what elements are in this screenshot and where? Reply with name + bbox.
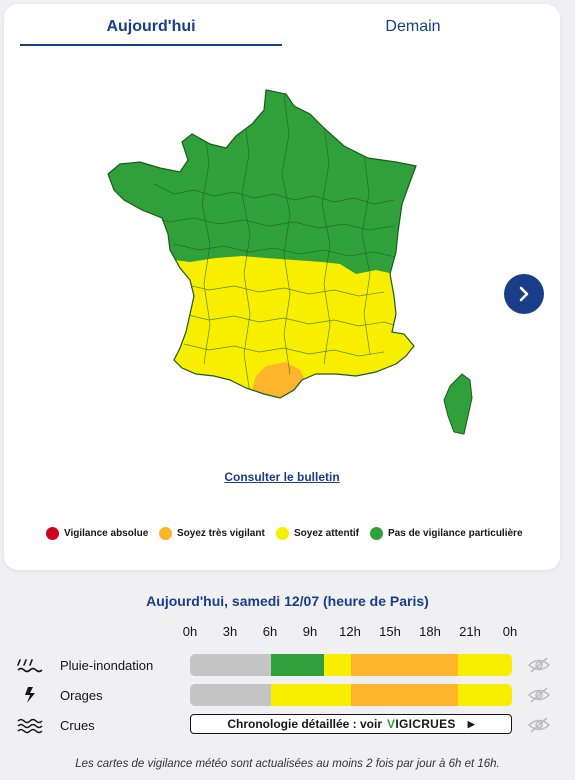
timeline-segment: [190, 684, 271, 706]
update-footnote: Les cartes de vigilance météo sont actua…: [75, 758, 500, 770]
hour-label: 12h: [339, 624, 361, 639]
timeline-segment: [324, 654, 351, 676]
timeline-segment: [190, 654, 271, 676]
legend-item-red: Vigilance absolue: [46, 527, 148, 540]
chevron-right-icon: [519, 286, 529, 302]
legend-item-green: Pas de vigilance particulière: [370, 527, 523, 540]
timeline-segment: [351, 684, 459, 706]
row-label: Crues: [60, 718, 95, 733]
tab-today[interactable]: Aujourd'hui: [106, 18, 196, 35]
timeline-segment: [458, 684, 512, 706]
hour-label: 0h: [502, 624, 518, 639]
legend-label: Soyez attentif: [294, 528, 360, 539]
waves-icon: [17, 718, 43, 734]
orange-dot-icon: [159, 527, 172, 540]
vigicrues-logo: VIGICRUES: [387, 717, 456, 731]
hour-label: 18h: [419, 624, 441, 639]
hour-label: 9h: [302, 624, 318, 639]
vigicrues-link-button[interactable]: Chronologie détaillée : voir VIGICRUES ▶: [190, 714, 512, 734]
hour-label: 3h: [222, 624, 238, 639]
legend-label: Pas de vigilance particulière: [388, 528, 523, 539]
timeline-title: Aujourd'hui, samedi 12/07 (heure de Pari…: [146, 593, 429, 609]
vigilance-map-card: Aujourd'hui Demain: [4, 4, 560, 570]
legend-label: Soyez très vigilant: [177, 528, 265, 539]
rain-timeline-bar[interactable]: [190, 654, 512, 676]
bulletin-link[interactable]: Consulter le bulletin: [224, 470, 340, 484]
next-map-button[interactable]: [504, 274, 544, 314]
corsica: [443, 373, 473, 435]
lightning-icon: [25, 687, 35, 703]
hour-label: 0h: [182, 624, 198, 639]
timeline-row-rain: Pluie-inondation: [0, 654, 575, 676]
timeline-segment: [270, 654, 325, 676]
tab-tomorrow[interactable]: Demain: [385, 18, 441, 35]
eye-off-icon[interactable]: [528, 717, 550, 733]
legend-item-yellow: Soyez attentif: [276, 527, 359, 540]
timeline-row-floods: Crues Chronologie détaillée : voir VIGIC…: [0, 714, 575, 736]
row-label: Pluie-inondation: [60, 658, 154, 673]
mainland-outline: [107, 89, 417, 399]
eye-off-icon[interactable]: [528, 687, 550, 703]
yellow-dot-icon: [276, 527, 289, 540]
row-label: Orages: [60, 688, 103, 703]
storms-timeline-bar[interactable]: [190, 684, 512, 706]
timeline-segment: [270, 684, 351, 706]
red-dot-icon: [46, 527, 59, 540]
timeline-row-storms: Orages: [0, 684, 575, 706]
timeline-segment: [350, 654, 459, 676]
green-dot-icon: [370, 527, 383, 540]
map-legend: Vigilance absolue Soyez très vigilant So…: [4, 527, 560, 543]
rain-flood-icon: [17, 659, 43, 673]
hour-label: 6h: [262, 624, 278, 639]
vigicrues-link-text: Chronologie détaillée : voir: [227, 717, 383, 731]
timeline-segment: [458, 654, 512, 676]
active-tab-indicator: [20, 44, 282, 46]
eye-off-icon[interactable]: [528, 657, 550, 673]
hour-label: 21h: [459, 624, 481, 639]
day-tabs: Aujourd'hui Demain: [20, 4, 544, 50]
play-arrow-icon: ▶: [467, 718, 475, 729]
legend-item-orange: Soyez très vigilant: [159, 527, 265, 540]
legend-label: Vigilance absolue: [64, 528, 149, 539]
hour-label: 15h: [379, 624, 401, 639]
france-vigilance-map[interactable]: [4, 64, 560, 444]
